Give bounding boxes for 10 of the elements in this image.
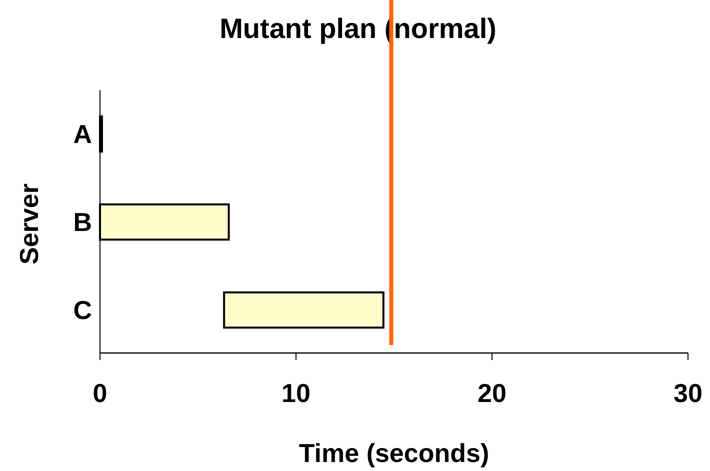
x-axis-title: Time (seconds) — [298, 438, 490, 468]
y-tick-label: A — [73, 119, 92, 149]
x-tick-label: 0 — [92, 378, 108, 408]
x-tick-label: 30 — [674, 378, 702, 408]
y-axis-title: Server — [14, 184, 44, 264]
bar — [223, 291, 384, 329]
x-tick-label: 20 — [478, 378, 506, 408]
y-tick-label: B — [73, 207, 92, 237]
y-tick-label: C — [73, 295, 92, 325]
x-tick-label: 10 — [282, 378, 310, 408]
